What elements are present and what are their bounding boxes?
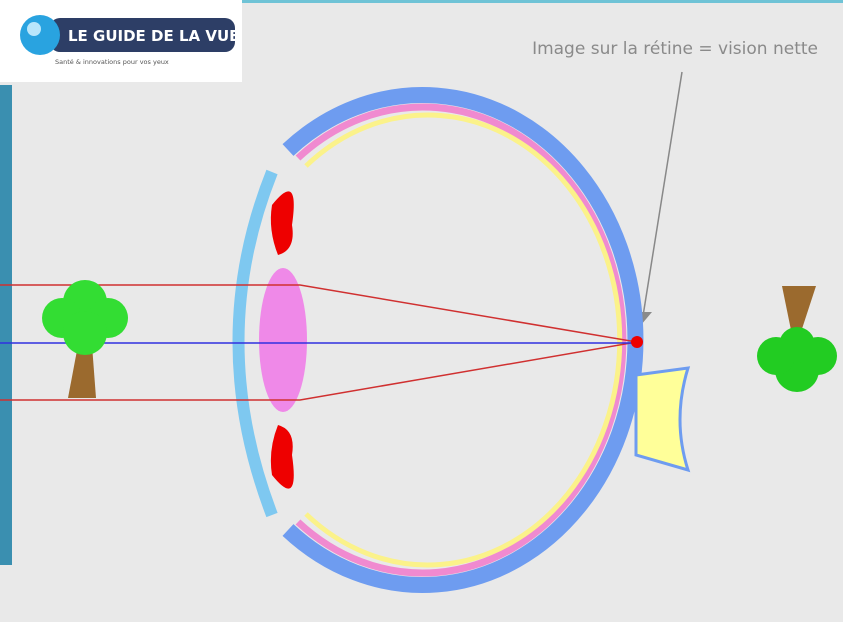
logo-drop	[20, 15, 60, 55]
optic-nerve	[636, 368, 688, 470]
logo-highlight	[27, 22, 41, 36]
left-strip	[0, 85, 12, 565]
annotation: Image sur la rétine = vision nette	[532, 39, 818, 59]
eye-diagram: LE GUIDE DE LA VUE Santé & innovations p…	[0, 0, 843, 622]
page: LE GUIDE DE LA VUE Santé & innovations p…	[0, 0, 843, 622]
logo-tagline: Santé & innovations pour vos yeux	[55, 58, 169, 66]
focal-point	[631, 336, 643, 348]
logo-title: LE GUIDE DE LA VUE	[68, 27, 239, 45]
lens	[259, 268, 307, 412]
